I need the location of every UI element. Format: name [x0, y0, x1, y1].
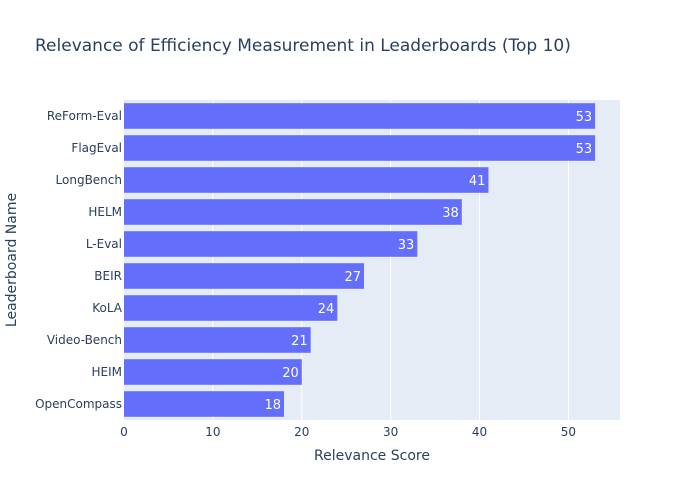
y-tick-label: HELM [88, 205, 122, 219]
y-tick-label: Video-Bench [47, 333, 122, 347]
y-axis-ticks: ReForm-Eval FlagEval LongBench HELM L-Eval BE… [35, 109, 123, 411]
y-axis-title: Leaderboard Name [4, 193, 20, 327]
bar [124, 167, 489, 193]
bar-value-label: 18 [264, 398, 281, 413]
bar-value-label: 38 [442, 206, 459, 221]
bar [124, 103, 596, 129]
y-tick-label: BEIR [94, 269, 122, 283]
bar [124, 327, 311, 353]
x-tick-label: 30 [383, 425, 398, 439]
bar [124, 199, 462, 225]
bar-value-label: 53 [576, 142, 593, 157]
y-tick-label: HEIM [92, 365, 123, 379]
x-tick-label: 40 [472, 425, 487, 439]
bar [124, 359, 302, 385]
x-tick-label: 0 [120, 425, 128, 439]
bar-value-label: 24 [318, 302, 335, 317]
bar [124, 391, 284, 417]
x-tick-label: 20 [294, 425, 309, 439]
y-tick-label: KoLA [92, 301, 123, 315]
x-axis-ticks: 0 10 20 30 40 50 [120, 425, 576, 439]
x-tick-label: 50 [561, 425, 576, 439]
y-tick-label: FlagEval [71, 141, 122, 155]
bar-value-label: 33 [398, 238, 415, 253]
bar [124, 295, 338, 321]
bar [124, 263, 364, 289]
bar [124, 135, 596, 161]
bar [124, 231, 418, 257]
y-tick-label: L-Eval [86, 237, 122, 251]
y-tick-label: ReForm-Eval [47, 109, 122, 123]
y-tick-label: OpenCompass [35, 397, 122, 411]
y-tick-label: LongBench [56, 173, 122, 187]
bar-value-label: 53 [576, 110, 593, 125]
bar-value-label: 41 [469, 174, 486, 189]
bars [124, 103, 596, 417]
chart-title: Relevance of Efficiency Measurement in L… [35, 36, 571, 56]
bar-value-label: 27 [344, 270, 361, 285]
x-tick-label: 10 [205, 425, 220, 439]
bar-value-labels: 53 53 41 38 33 27 24 21 20 18 [264, 110, 592, 413]
x-axis-title: Relevance Score [314, 448, 430, 464]
bar-value-label: 21 [291, 334, 308, 349]
bar-value-label: 20 [282, 366, 299, 381]
